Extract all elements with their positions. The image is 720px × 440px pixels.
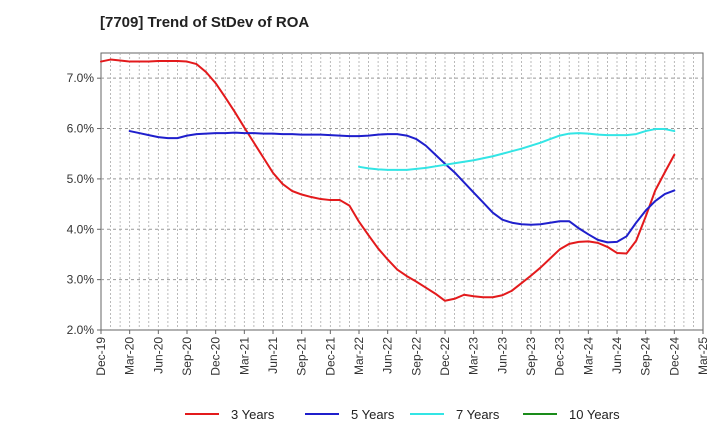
x-tick-label: Sep-20 (180, 337, 194, 376)
legend-label: 5 Years (351, 406, 395, 422)
legend: 3 Years 5 Years 7 Years 10 Years (0, 402, 720, 426)
x-tick-label: Mar-21 (237, 337, 251, 375)
grid (101, 53, 703, 330)
y-tick-label: 7.0% (67, 71, 95, 85)
x-tick-label: Dec-19 (94, 337, 108, 376)
series-line-1 (100, 58, 676, 302)
x-tick-label: Mar-22 (352, 337, 366, 375)
x-tick-label: Dec-23 (553, 337, 567, 376)
legend-item: 7 Years (410, 402, 499, 426)
legend-swatch (523, 413, 557, 415)
legend-label: 10 Years (569, 406, 620, 422)
legend-item: 5 Years (305, 402, 394, 426)
series-lines (100, 58, 676, 302)
legend-swatch (305, 413, 339, 415)
y-axis: 2.0% 3.0% 4.0% 5.0% 6.0% 7.0% (67, 71, 101, 337)
legend-swatch (185, 413, 219, 415)
x-tick-label: Jun-23 (495, 337, 509, 374)
legend-label: 7 Years (456, 406, 500, 422)
x-axis: Dec-19 Mar-20 Jun-20 Sep-20 Dec-20 Mar-21 Jun-… (94, 330, 710, 376)
y-tick-label: 5.0% (67, 172, 95, 186)
legend-label: 3 Years (231, 406, 275, 422)
chart-title: [7709] Trend of StDev of ROA (100, 14, 310, 31)
x-tick-label: Sep-23 (524, 337, 538, 376)
x-tick-label: Dec-22 (438, 337, 452, 376)
x-tick-label: Jun-24 (610, 337, 624, 374)
x-tick-label: Mar-20 (123, 337, 137, 375)
x-tick-label: Jun-22 (381, 337, 395, 374)
legend-item: 3 Years (185, 402, 274, 426)
legend-swatch (410, 413, 444, 415)
x-tick-label: Sep-22 (409, 337, 423, 376)
series-line-3 (358, 128, 676, 171)
x-tick-label: Jun-21 (266, 337, 280, 374)
y-tick-label: 4.0% (67, 222, 95, 236)
x-tick-label: Sep-24 (639, 337, 653, 376)
y-tick-label: 2.0% (67, 323, 95, 337)
x-tick-label: Dec-21 (323, 337, 337, 376)
y-tick-label: 3.0% (67, 273, 95, 287)
x-tick-label: Jun-20 (151, 337, 165, 374)
x-tick-label: Sep-21 (295, 337, 309, 376)
x-tick-label: Mar-25 (696, 337, 710, 375)
y-tick-label: 6.0% (67, 122, 95, 136)
plot-area (100, 52, 704, 331)
series-line-2 (128, 130, 676, 244)
legend-item: 10 Years (523, 402, 620, 426)
x-tick-label: Mar-24 (581, 337, 595, 375)
x-tick-label: Dec-20 (209, 337, 223, 376)
x-tick-label: Dec-24 (667, 337, 681, 376)
x-tick-label: Mar-23 (467, 337, 481, 375)
